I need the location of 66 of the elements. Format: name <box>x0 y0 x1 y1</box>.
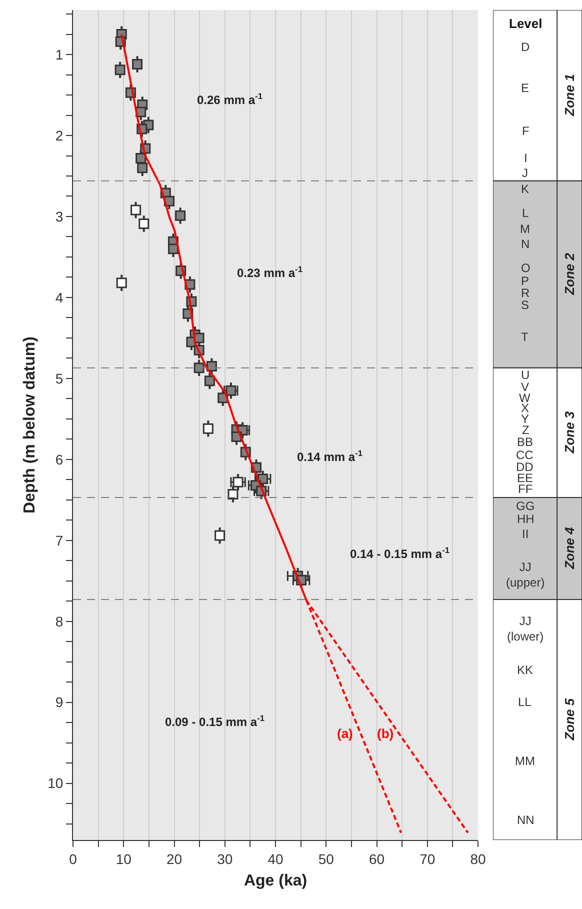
text: JJ (lower) <box>507 614 544 644</box>
annotation: 0.23 mm a$^{-1}$ <box>237 264 303 280</box>
text: FF <box>518 482 533 496</box>
text: JJ (upper) <box>506 560 545 590</box>
text: DD <box>516 460 534 474</box>
text: P <box>521 274 530 288</box>
text: EE <box>517 471 534 485</box>
text: Zone 1 <box>562 74 578 117</box>
text: Zone 4 <box>562 526 578 570</box>
text: D <box>521 40 530 54</box>
annotation: 0.09 - 0.15 mm a$^{-1}$ <box>165 713 265 730</box>
y-tick-label: 2 <box>55 127 64 144</box>
x-tick-label: 50 <box>318 850 334 867</box>
text: Y <box>521 412 530 426</box>
text: M <box>520 222 530 236</box>
y-tick-label: 7 <box>55 532 64 548</box>
text: KK <box>517 663 534 677</box>
text: T <box>521 330 529 344</box>
x-axis-title: Age (ka) <box>244 872 308 890</box>
text: GG <box>516 499 535 513</box>
text: E <box>521 81 530 95</box>
x-tick-label: 30 <box>217 850 233 867</box>
text: F <box>522 124 530 138</box>
x-tick-label: 20 <box>166 850 182 867</box>
x-tick-label: 60 <box>368 850 385 867</box>
text: Z <box>522 423 530 437</box>
x-tick-label: 70 <box>420 850 436 867</box>
y-tick-label: 8 <box>55 613 64 630</box>
y-tick-label: 4 <box>55 289 64 306</box>
text: LL <box>518 695 532 709</box>
y-tick-label: 3 <box>55 208 64 224</box>
series-label: (a) <box>337 726 353 741</box>
text: L <box>522 206 529 220</box>
text: S <box>521 298 530 312</box>
x-tick-label: 40 <box>268 850 284 867</box>
y-tick-label: 9 <box>55 694 64 710</box>
text: J <box>522 166 528 180</box>
text: BB <box>517 435 534 449</box>
series-label: (b) <box>377 726 394 741</box>
text: Zone 2 <box>562 252 578 296</box>
annotation: 0.14 - 0.15 mm a$^{-1}$ <box>350 545 450 562</box>
y-tick-label: 5 <box>55 370 64 386</box>
text: Zone 3 <box>562 410 577 454</box>
text: MM <box>515 754 535 768</box>
text: U <box>521 368 530 382</box>
text: Level <box>509 16 542 31</box>
y-axis-title: Depth (m below datum) <box>22 336 39 514</box>
annotation: 0.26 mm a$^{-1}$ <box>197 91 263 108</box>
text: R <box>521 286 530 300</box>
annotation: 0.14 mm a$^{-1}$ <box>297 448 363 464</box>
y-tick-label: 6 <box>55 451 64 468</box>
text: N <box>521 237 530 251</box>
text: Zone 5 <box>562 698 577 742</box>
x-tick-label: 0 <box>69 850 78 867</box>
text: K <box>521 182 530 196</box>
text: HH <box>517 512 534 526</box>
x-tick-label: 10 <box>116 850 132 867</box>
text: II <box>522 527 529 541</box>
y-tick-label: 1 <box>55 46 64 62</box>
x-tick-label: 80 <box>470 850 486 867</box>
text: CC <box>516 448 534 462</box>
y-tick-label: 10 <box>48 775 64 792</box>
text: V <box>521 380 530 394</box>
text: O <box>521 261 530 275</box>
text: I <box>524 151 528 165</box>
text: NN <box>517 813 534 827</box>
